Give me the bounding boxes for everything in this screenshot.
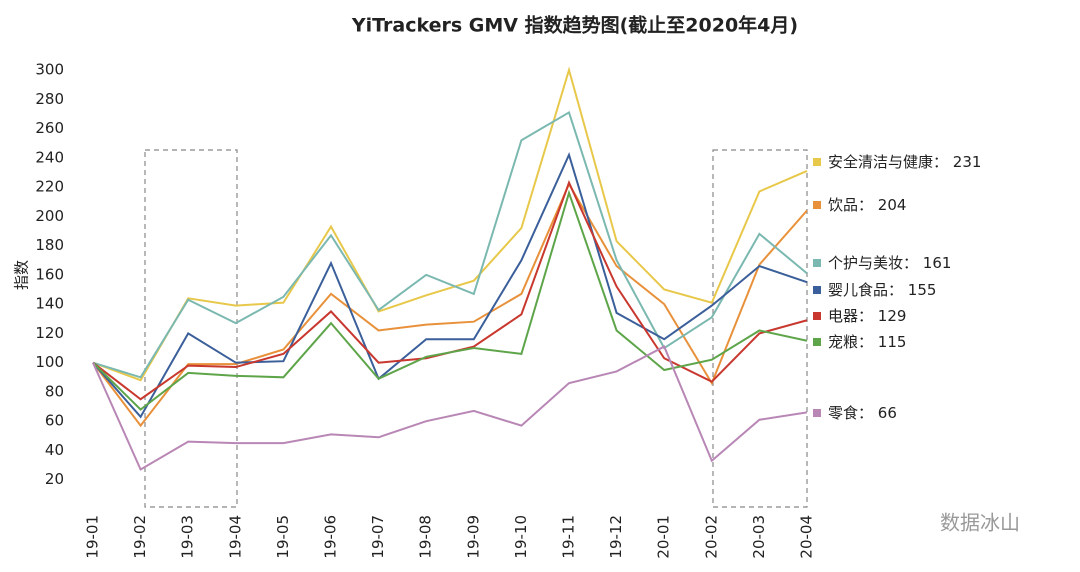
x-tick-label: 19-10 — [512, 515, 530, 559]
y-tick-label: 300 — [35, 61, 64, 79]
y-tick-label: 260 — [35, 119, 64, 137]
x-tick-label: 19-03 — [179, 515, 197, 559]
series-line — [92, 180, 808, 401]
legend-name: 饮品 — [828, 196, 858, 214]
x-tick-label: 19-08 — [417, 515, 435, 559]
watermark: 数据冰山 — [940, 511, 1020, 535]
legend-swatch — [813, 158, 821, 166]
x-tick-label: 19-09 — [464, 515, 482, 559]
legend-label: 零食： 66 — [828, 404, 897, 422]
highlight-box — [144, 149, 238, 508]
end-value-label: ： 161 — [903, 254, 951, 272]
y-tick-label: 40 — [45, 441, 64, 459]
x-tick-label: 19-05 — [274, 515, 292, 559]
chart-title: YiTrackers GMV 指数趋势图(截止至2020年4月) — [351, 14, 798, 37]
legend-name: 婴儿食品 — [828, 281, 888, 299]
x-tick-label: 20-04 — [798, 515, 816, 559]
end-value-label: ： 231 — [933, 153, 981, 171]
y-tick-label: 180 — [35, 236, 64, 254]
end-value-label: ： 204 — [858, 196, 906, 214]
y-tick-label: 80 — [45, 382, 64, 400]
legend-label: 饮品： 204 — [828, 196, 906, 214]
x-tick-label: 19-01 — [84, 515, 102, 559]
legend-label: 安全清洁与健康： 231 — [828, 153, 981, 171]
series-line — [92, 66, 808, 382]
y-tick-label: 160 — [35, 265, 64, 283]
legend-swatch — [813, 259, 821, 267]
legend-name: 个护与美妆 — [828, 254, 903, 272]
highlight-box — [712, 149, 808, 508]
x-tick-label: 19-02 — [131, 515, 149, 559]
x-tick-label: 20-03 — [750, 515, 768, 559]
legend-name: 宠粮 — [828, 333, 858, 351]
end-value-label: ： 129 — [858, 307, 906, 325]
legend-name: 安全清洁与健康 — [828, 153, 933, 171]
legend-swatch — [813, 338, 821, 346]
legend-swatch — [813, 201, 821, 209]
legend-label: 个护与美妆： 161 — [828, 254, 951, 272]
legend-label: 宠粮： 115 — [828, 333, 906, 351]
y-tick-label: 240 — [35, 148, 64, 166]
series-line — [92, 181, 808, 428]
end-value-label: ： 66 — [858, 404, 897, 422]
end-value-label: ： 115 — [858, 333, 906, 351]
series-line — [92, 189, 808, 411]
y-tick-label: 60 — [45, 412, 64, 430]
y-tick-label: 220 — [35, 178, 64, 196]
y-tick-label: 200 — [35, 207, 64, 225]
series-line — [92, 345, 808, 471]
x-tick-label: 19-04 — [226, 515, 244, 559]
x-tick-label: 20-01 — [655, 515, 673, 559]
legend-swatch — [813, 312, 821, 320]
series-line — [92, 110, 808, 379]
legend-label: 电器： 129 — [828, 307, 906, 325]
y-tick-label: 100 — [35, 353, 64, 371]
legend-name: 电器 — [828, 307, 858, 325]
legend-name: 零食 — [828, 404, 858, 422]
x-tick-label: 19-12 — [607, 515, 625, 559]
x-tick-label: 20-02 — [702, 515, 720, 559]
y-tick-label: 140 — [35, 295, 64, 313]
y-tick-label: 280 — [35, 90, 64, 108]
legend-label: 婴儿食品： 155 — [828, 281, 936, 299]
end-value-label: ： 155 — [888, 281, 936, 299]
y-axis-label: 指数 — [13, 260, 31, 290]
legend-swatch — [813, 286, 821, 294]
x-tick-label: 19-06 — [322, 515, 340, 559]
x-tick-label: 19-11 — [560, 515, 578, 559]
y-tick-label: 120 — [35, 324, 64, 342]
legend-swatch — [813, 409, 821, 417]
x-tick-label: 19-07 — [369, 515, 387, 559]
y-tick-label: 20 — [45, 470, 64, 488]
series-line — [92, 152, 808, 419]
